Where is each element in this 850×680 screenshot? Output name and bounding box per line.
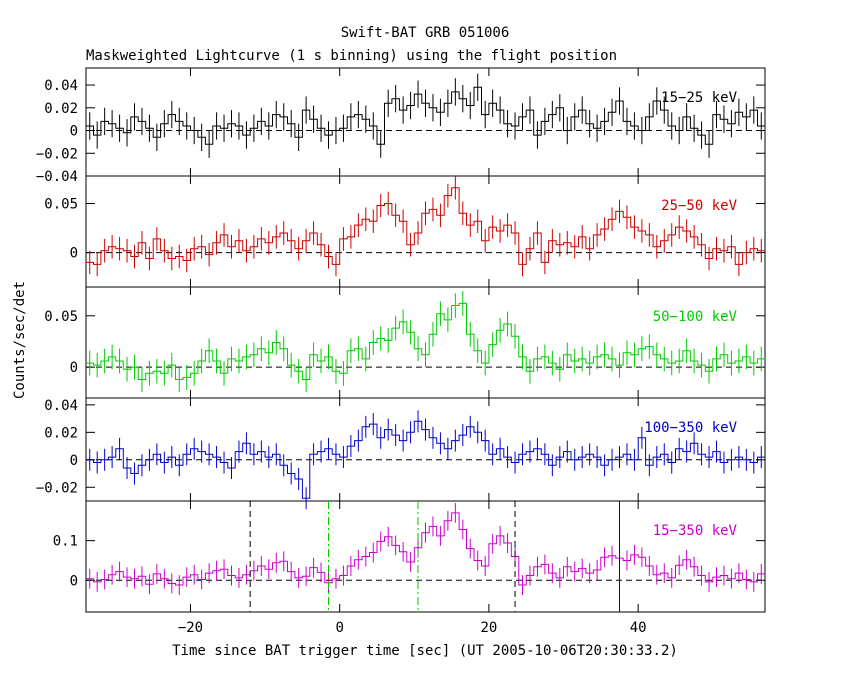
- series-label: 50−100 keV: [653, 309, 738, 325]
- y-tick-label: 0: [70, 453, 78, 469]
- panel-3: −0.02 0 0.02 0.04 100−350 keV: [36, 397, 766, 510]
- x-tick-label: 0: [335, 620, 343, 636]
- chart-subtitle: Maskweighted Lightcurve (1 s binning) us…: [86, 48, 617, 64]
- series-label: 25−50 keV: [661, 198, 737, 214]
- panel-4: 0 0.1 15−350 keV: [53, 500, 766, 613]
- y-tick-label: 0: [70, 124, 78, 140]
- y-tick-label: 0.04: [44, 78, 78, 94]
- panel-0: −0.04 −0.02 0 0.02 0.04 15−25 keV: [36, 67, 766, 185]
- y-tick-label: −0.02: [36, 146, 78, 162]
- y-tick-label: 0.05: [44, 309, 78, 325]
- panels-group: −0.04 −0.02 0 0.02 0.04 15−25 keV 0 0.05 25−50 k…: [36, 67, 766, 636]
- panel-2: 0 0.05 50−100 keV: [44, 286, 766, 399]
- series-label: 15−350 keV: [653, 523, 738, 539]
- y-tick-label: 0.02: [44, 425, 78, 441]
- series-label: 15−25 keV: [661, 90, 737, 106]
- panel-frame: [85, 175, 766, 288]
- x-tick-label: 20: [480, 620, 497, 636]
- y-tick-label: −0.02: [36, 480, 78, 496]
- x-tick-label: −20: [178, 620, 203, 636]
- y-tick-label: 0: [70, 573, 78, 589]
- y-tick-label: 0: [70, 246, 78, 262]
- panel-frame: [85, 500, 766, 613]
- y-tick-label: 0: [70, 360, 78, 376]
- y-tick-label: 0.04: [44, 398, 78, 414]
- panel-frame: [85, 397, 766, 502]
- x-axis-label: Time since BAT trigger time [sec] (UT 20…: [172, 643, 678, 659]
- panel-frame: [85, 67, 766, 177]
- y-tick-label: 0.1: [53, 534, 78, 550]
- chart-title: Swift-BAT GRB 051006: [341, 25, 510, 41]
- y-tick-label: 0.02: [44, 101, 78, 117]
- y-tick-label: 0.05: [44, 197, 78, 213]
- panel-1: 0 0.05 25−50 keV: [44, 175, 766, 288]
- series-label: 100−350 keV: [644, 420, 737, 436]
- x-tick-label: 40: [630, 620, 647, 636]
- y-tick-label: −0.04: [36, 169, 78, 185]
- y-axis-label: Counts/sec/det: [12, 281, 28, 399]
